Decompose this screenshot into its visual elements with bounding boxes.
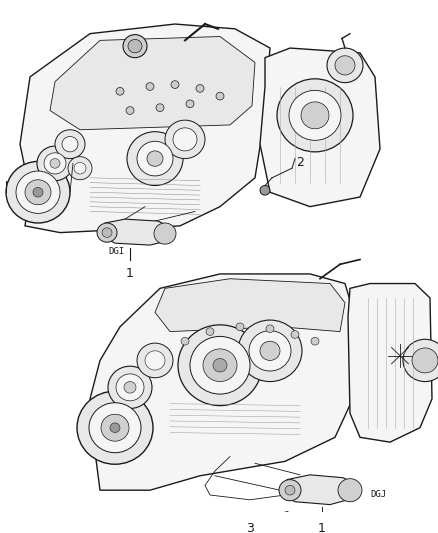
Circle shape <box>146 83 154 91</box>
Circle shape <box>145 351 165 370</box>
Circle shape <box>261 512 269 520</box>
Polygon shape <box>348 284 432 442</box>
Circle shape <box>277 79 353 152</box>
Circle shape <box>74 163 86 174</box>
Circle shape <box>178 325 262 406</box>
Circle shape <box>338 479 362 502</box>
Circle shape <box>116 87 124 95</box>
Text: 1: 1 <box>126 267 134 280</box>
Circle shape <box>101 414 129 441</box>
Circle shape <box>6 161 70 223</box>
Circle shape <box>25 180 51 205</box>
Circle shape <box>147 151 163 166</box>
Polygon shape <box>20 24 270 232</box>
Circle shape <box>116 374 144 401</box>
Circle shape <box>123 35 147 58</box>
Circle shape <box>213 359 227 372</box>
Circle shape <box>279 480 301 501</box>
Text: DGI: DGI <box>108 247 124 256</box>
Circle shape <box>190 336 250 394</box>
Circle shape <box>181 337 189 345</box>
Circle shape <box>128 39 142 53</box>
Circle shape <box>403 340 438 382</box>
Text: DGJ: DGJ <box>370 490 386 499</box>
Circle shape <box>50 159 60 168</box>
Circle shape <box>33 188 43 197</box>
Circle shape <box>37 146 73 181</box>
Polygon shape <box>90 274 355 490</box>
Circle shape <box>68 157 92 180</box>
Circle shape <box>154 223 176 244</box>
Polygon shape <box>100 219 172 245</box>
Circle shape <box>311 337 319 345</box>
Circle shape <box>127 132 183 185</box>
Circle shape <box>216 92 224 100</box>
Circle shape <box>289 91 341 140</box>
Circle shape <box>44 153 66 174</box>
Circle shape <box>196 85 204 92</box>
Circle shape <box>291 330 299 338</box>
Circle shape <box>137 343 173 378</box>
Circle shape <box>236 323 244 330</box>
Polygon shape <box>282 475 357 505</box>
Polygon shape <box>260 48 380 207</box>
Circle shape <box>186 100 194 108</box>
Text: 1: 1 <box>318 522 326 533</box>
Circle shape <box>156 104 164 111</box>
Text: 3: 3 <box>246 522 254 533</box>
Circle shape <box>97 223 117 242</box>
Text: 2: 2 <box>296 156 304 169</box>
Circle shape <box>55 130 85 159</box>
Circle shape <box>238 320 302 382</box>
Circle shape <box>327 48 363 83</box>
Circle shape <box>260 185 270 195</box>
Circle shape <box>16 171 60 213</box>
Circle shape <box>62 136 78 152</box>
Circle shape <box>335 56 355 75</box>
Circle shape <box>110 423 120 432</box>
Circle shape <box>301 102 329 129</box>
Circle shape <box>77 391 153 464</box>
Circle shape <box>412 348 438 373</box>
Circle shape <box>249 330 291 371</box>
Circle shape <box>260 341 280 360</box>
Circle shape <box>126 107 134 115</box>
Circle shape <box>285 486 295 495</box>
Circle shape <box>266 325 274 333</box>
Circle shape <box>165 120 205 159</box>
Polygon shape <box>155 279 345 332</box>
Circle shape <box>108 366 152 408</box>
Circle shape <box>173 128 197 151</box>
Polygon shape <box>50 37 255 130</box>
Circle shape <box>124 382 136 393</box>
Circle shape <box>102 228 112 237</box>
Circle shape <box>89 403 141 453</box>
Circle shape <box>203 349 237 382</box>
Circle shape <box>171 80 179 88</box>
Circle shape <box>206 328 214 335</box>
Circle shape <box>137 141 173 176</box>
